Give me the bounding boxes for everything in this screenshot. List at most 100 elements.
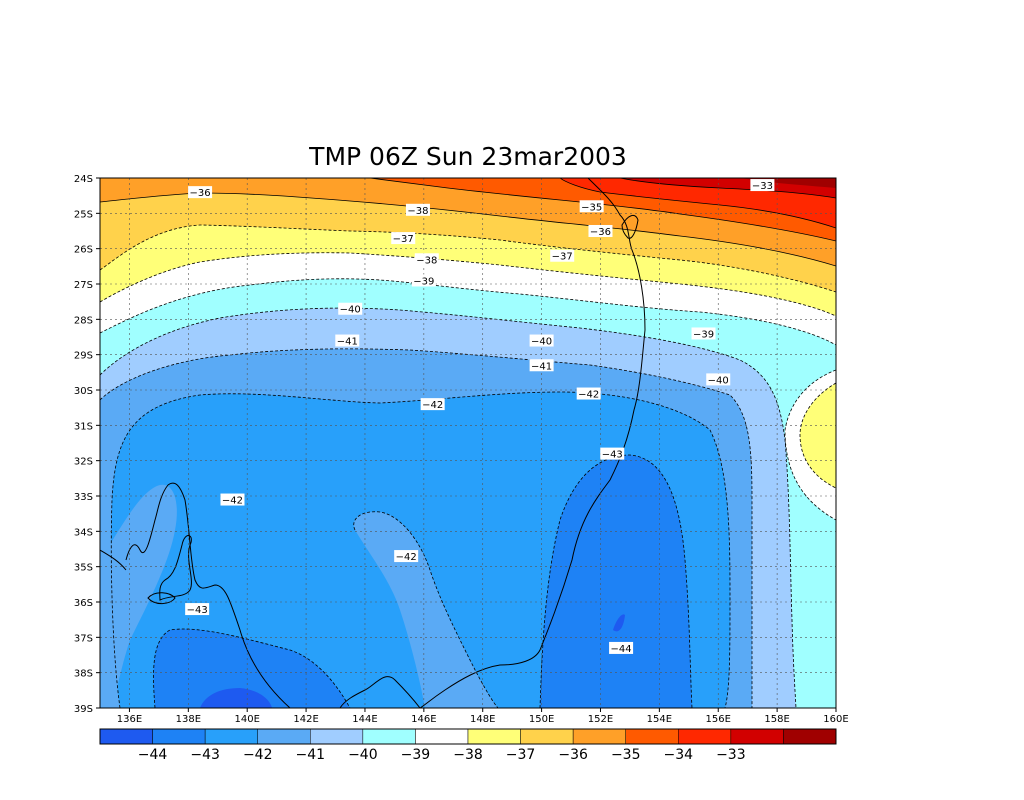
contour-line [100, 348, 753, 708]
contour-label-background [576, 387, 601, 400]
east-yellow-patch [800, 383, 836, 488]
colorbar-swatch [257, 728, 311, 745]
contour-label: −33 [750, 179, 775, 192]
gulf-peninsula [159, 535, 192, 601]
contour-label-text: −43 [602, 450, 623, 461]
colorbar-swatch [152, 728, 206, 745]
colorbar-label: −36 [558, 747, 588, 763]
contour-label: −40 [529, 334, 554, 348]
chart-title: TMP 06Z Sun 23mar2003 [308, 142, 627, 171]
contour-label-text: −39 [413, 276, 434, 287]
x-tick-label: 146E [411, 714, 436, 725]
contour-label-background [188, 186, 213, 199]
contour-line [784, 369, 836, 521]
contour-label-background [550, 249, 575, 262]
contour-line [559, 178, 836, 229]
colorbar-swatch [678, 728, 732, 745]
y-tick-label: 32S [74, 457, 93, 468]
contour-label-text: −37 [393, 234, 414, 245]
contour-label-text: −37 [552, 252, 573, 263]
contour-line [153, 628, 351, 708]
contour-label-layer: −36−38 −35−33−36−37−37−38−39−40−40−39−41−… [185, 179, 775, 655]
contour-label: −44 [609, 641, 634, 655]
contour-label-text: −42 [422, 400, 443, 411]
contour-label-text: −41 [337, 337, 358, 348]
contour-label-text: −44 [611, 644, 632, 655]
contour-label-background [529, 359, 554, 372]
coastline-island [621, 214, 639, 239]
contour-label: −42 [220, 493, 245, 507]
contour-label-background [394, 550, 419, 563]
y-tick-label: 30S [74, 386, 93, 397]
contour-label-background [691, 327, 716, 340]
colorbar-label: −35 [611, 747, 641, 763]
contour-label-background [405, 203, 430, 216]
contour-label-text: −42 [222, 496, 243, 507]
band-minus44b-fill [613, 614, 625, 632]
colorbar-label: −40 [348, 747, 378, 763]
contour-label-text: −40 [708, 375, 729, 386]
y-tick-label: 25S [74, 209, 93, 220]
contour-label-text: −38 [416, 255, 437, 266]
contour-label-text: −42 [396, 552, 417, 563]
band-minus43-fill [153, 629, 350, 708]
contour-label-background [600, 447, 625, 460]
contour-label-background [414, 253, 439, 266]
colorbar-swatch [99, 728, 153, 745]
coastline-east [419, 178, 646, 708]
colorbar-swatch [362, 728, 416, 745]
contour-line [100, 307, 797, 708]
colorbar-label: −41 [296, 747, 326, 763]
colorbar-swatch [625, 728, 679, 745]
contour-label: −43 [600, 447, 625, 461]
contour-line [539, 454, 693, 708]
colorbar-swatch [415, 728, 469, 745]
contour-label: −38 [405, 203, 430, 217]
contour-label-background [579, 200, 604, 213]
contour-label-background [750, 179, 775, 192]
y-tick-label: 39S [74, 704, 93, 715]
colorbar-swatch [572, 728, 626, 745]
colorbar-label: −43 [190, 747, 220, 763]
contour-label-text: −43 [187, 605, 208, 616]
y-axis-ticks: 24S 25S 26S 27S 28S 29S 30S 31S 32S 33S 34S 35S 36S 3… [74, 174, 100, 715]
contour-label-background [338, 302, 363, 315]
x-tick-label: 140E [234, 714, 259, 725]
x-tick-label: 144E [352, 714, 377, 725]
plot-frame [99, 177, 837, 709]
colorbar-swatch [204, 728, 258, 745]
colorbar-label: −34 [664, 747, 694, 763]
y-tick-label: 37S [74, 633, 93, 644]
x-axis-ticks: 136E 138E 140E 142E 144E 146E 148E 150E 152E 154E… [117, 708, 849, 725]
contour-label-background [706, 373, 731, 386]
contour-label: −36 [188, 186, 213, 199]
contour-label-background [391, 232, 416, 245]
contour-label-background [185, 603, 210, 616]
contour-line [100, 252, 836, 317]
contour-label-text: −39 [693, 329, 714, 340]
colorbar-label: −38 [453, 747, 483, 763]
x-tick-label: 142E [293, 714, 318, 725]
coastline-layer [100, 178, 646, 708]
contour-line [100, 278, 836, 346]
colorbar-swatch [310, 728, 364, 745]
contour-label: −39 [411, 274, 436, 287]
kangaroo-island [147, 592, 176, 605]
contour-line [619, 178, 836, 199]
contour-label: −37 [391, 232, 416, 245]
y-tick-label: 24S [74, 174, 93, 185]
colorbar-swatch [520, 728, 574, 745]
contour-label: −41 [529, 359, 554, 372]
contour-label-background [588, 225, 613, 237]
x-tick-label: 150E [529, 714, 554, 725]
contour-label-background [529, 334, 554, 347]
band-tongue-minus41-fill [353, 511, 498, 708]
contour-line [353, 511, 499, 708]
contour-label: −42 [576, 387, 601, 401]
contour-label-text: −40 [531, 337, 552, 348]
coastline-southwest [125, 482, 291, 708]
contour-line [799, 382, 836, 489]
x-tick-label: 148E [470, 714, 495, 725]
contour-label-text: −33 [752, 181, 773, 192]
